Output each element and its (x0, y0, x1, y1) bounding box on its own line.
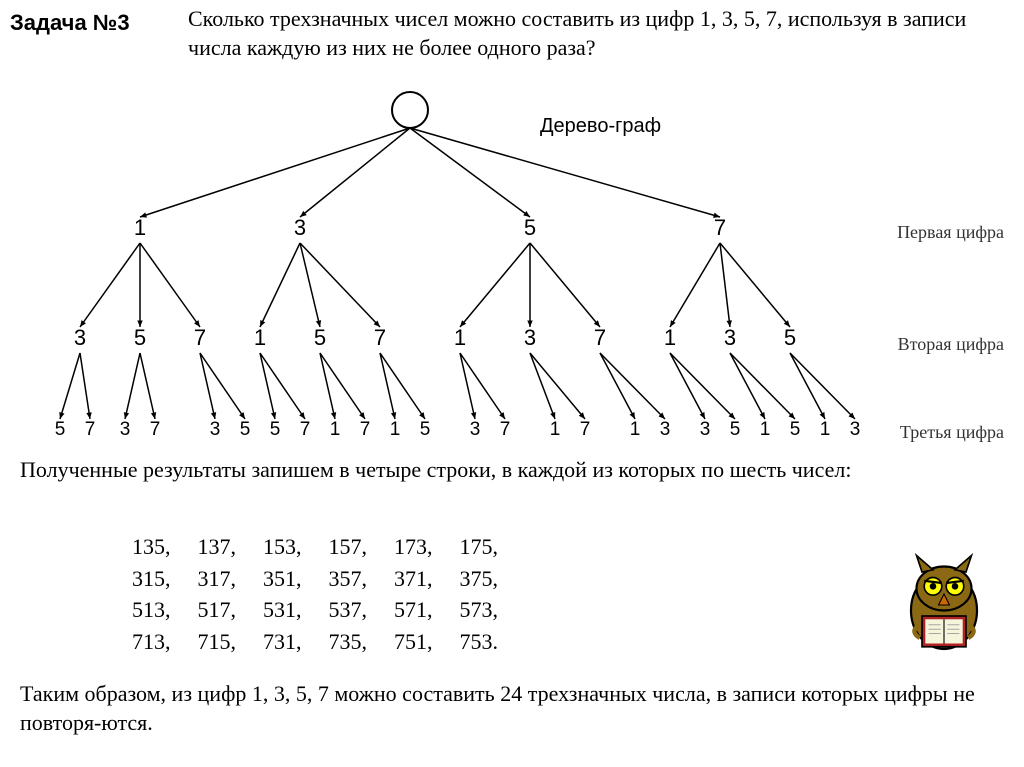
svg-text:5: 5 (270, 419, 281, 440)
svg-text:5: 5 (55, 419, 66, 440)
results-table: 135,137,153,157,173,175,315,317,351,357,… (130, 530, 525, 659)
solution-intro: Полученные результаты запишем в четыре с… (20, 455, 1004, 485)
svg-text:3: 3 (724, 325, 736, 350)
svg-text:1: 1 (254, 325, 266, 350)
svg-text:1: 1 (550, 419, 561, 440)
svg-text:5: 5 (134, 325, 146, 350)
table-row: 135,137,153,157,173,175, (132, 532, 523, 562)
svg-text:5: 5 (784, 325, 796, 350)
svg-text:7: 7 (85, 419, 96, 440)
svg-text:1: 1 (330, 419, 341, 440)
svg-text:1: 1 (454, 325, 466, 350)
svg-text:3: 3 (850, 419, 861, 440)
svg-text:7: 7 (500, 419, 511, 440)
svg-text:1: 1 (664, 325, 676, 350)
svg-text:5: 5 (314, 325, 326, 350)
svg-text:3: 3 (210, 419, 221, 440)
svg-text:5: 5 (790, 419, 801, 440)
svg-text:5: 5 (524, 215, 536, 240)
tree-diagram: 1357357157137135573735571715371713351513 (0, 85, 1024, 455)
svg-text:3: 3 (660, 419, 671, 440)
svg-text:5: 5 (730, 419, 741, 440)
svg-text:7: 7 (360, 419, 371, 440)
svg-text:5: 5 (420, 419, 431, 440)
svg-text:3: 3 (120, 419, 131, 440)
conclusion-text: Таким образом, из цифр 1, 3, 5, 7 можно … (20, 680, 1004, 737)
svg-text:1: 1 (760, 419, 771, 440)
owl-mascot (889, 550, 999, 660)
svg-text:3: 3 (74, 325, 86, 350)
svg-text:3: 3 (470, 419, 481, 440)
svg-text:1: 1 (390, 419, 401, 440)
problem-text: Сколько трехзначных чисел можно составит… (188, 5, 1004, 62)
svg-text:7: 7 (150, 419, 161, 440)
svg-text:3: 3 (700, 419, 711, 440)
svg-text:7: 7 (374, 325, 386, 350)
svg-text:7: 7 (714, 215, 726, 240)
svg-text:1: 1 (630, 419, 641, 440)
svg-text:7: 7 (580, 419, 591, 440)
svg-text:5: 5 (240, 419, 251, 440)
table-row: 513,517,531,537,571,573, (132, 595, 523, 625)
table-row: 713,715,731,735,751,753. (132, 627, 523, 657)
task-label: Задача №3 (10, 10, 130, 36)
svg-text:3: 3 (294, 215, 306, 240)
svg-text:7: 7 (594, 325, 606, 350)
svg-text:1: 1 (134, 215, 146, 240)
svg-text:7: 7 (300, 419, 311, 440)
svg-text:7: 7 (194, 325, 206, 350)
svg-text:1: 1 (820, 419, 831, 440)
table-row: 315,317,351,357,371,375, (132, 564, 523, 594)
svg-text:3: 3 (524, 325, 536, 350)
